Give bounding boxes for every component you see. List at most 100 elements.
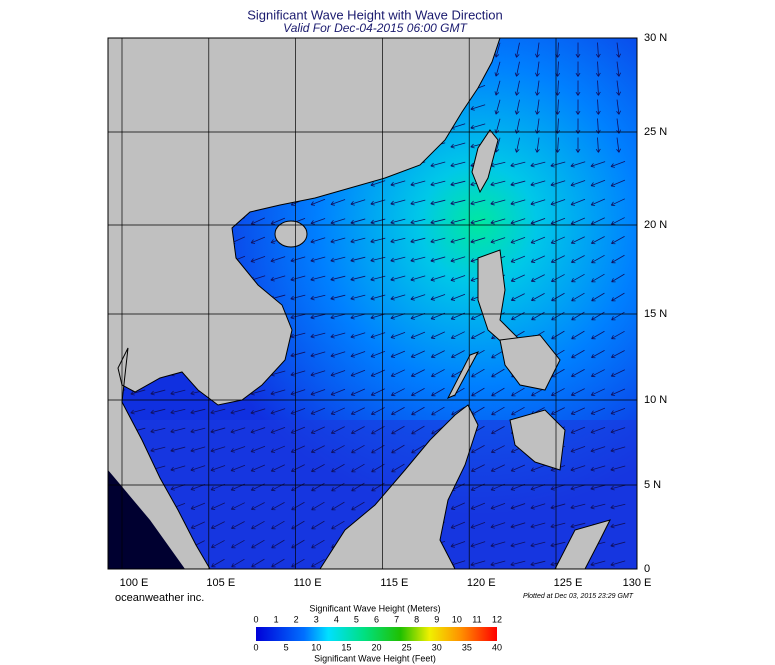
meters-tick: 8 <box>414 614 419 624</box>
arrow <box>330 426 345 435</box>
arrow <box>570 198 586 206</box>
arrow <box>514 61 520 77</box>
arrow <box>190 446 206 453</box>
arrow <box>290 389 306 396</box>
arrow <box>290 351 306 358</box>
arrow <box>291 539 305 549</box>
land-sumatra <box>108 470 185 569</box>
lat-label: 30 N <box>644 32 667 44</box>
arrow <box>510 541 526 548</box>
arrow <box>291 558 305 568</box>
arrow <box>410 199 426 206</box>
arrow <box>510 464 526 472</box>
arrow <box>230 427 246 434</box>
lat-label: 20 N <box>644 219 667 231</box>
arrow <box>310 332 326 339</box>
arrow <box>391 444 405 454</box>
arrow <box>390 313 406 320</box>
arrow <box>410 331 426 339</box>
arrow <box>450 237 466 244</box>
arrow <box>230 502 245 511</box>
feet-tick: 5 <box>284 642 289 652</box>
arrow <box>251 539 265 549</box>
arrow <box>290 370 306 377</box>
arrow <box>430 331 445 339</box>
arrow <box>271 558 285 568</box>
arrow <box>391 425 405 435</box>
colorbar-ticks: 0 1 2 3 4 5 6 7 8 9 10 11 120 5 10 15 20 25 30 35 40 <box>253 614 502 652</box>
arrow <box>470 522 486 529</box>
arrow <box>410 369 425 378</box>
arrow <box>330 332 346 339</box>
meters-tick: 9 <box>434 614 439 624</box>
arrow <box>230 464 246 472</box>
arrow <box>611 292 625 302</box>
arrow <box>290 464 305 473</box>
arrow <box>411 406 425 416</box>
arrow <box>511 406 525 416</box>
arrow <box>310 237 326 244</box>
meters-tick: 11 <box>472 614 481 624</box>
arrow <box>430 256 446 263</box>
feet-tick: 30 <box>432 642 442 652</box>
arrow <box>591 236 605 245</box>
arrow <box>450 256 466 263</box>
arrow <box>450 199 466 206</box>
arrow <box>430 161 446 168</box>
arrow <box>250 445 266 453</box>
arrow <box>471 387 485 397</box>
arrow <box>571 255 585 264</box>
arrow <box>470 218 486 225</box>
arrow <box>310 313 326 320</box>
graticule <box>108 38 637 569</box>
arrow <box>370 199 386 206</box>
arrow <box>530 161 546 168</box>
arrow <box>310 198 326 206</box>
arrow <box>290 294 306 301</box>
arrow <box>551 388 565 397</box>
credit: oceanweather inc. <box>115 592 204 604</box>
arrow <box>270 256 286 263</box>
arrow <box>571 369 585 378</box>
arrow <box>231 521 245 530</box>
arrow <box>510 560 526 567</box>
arrow <box>490 560 506 567</box>
arrow <box>550 217 566 225</box>
arrow <box>575 80 581 96</box>
arrow <box>511 387 525 397</box>
arrow <box>514 42 520 58</box>
feet-tick: 25 <box>402 642 412 652</box>
meters-tick: 0 <box>253 614 258 624</box>
meters-tick: 7 <box>394 614 399 624</box>
land-hainan <box>274 220 308 248</box>
arrow <box>431 369 445 378</box>
arrow <box>270 217 286 225</box>
arrow <box>590 407 606 415</box>
arrow <box>471 445 485 454</box>
arrow <box>410 350 425 358</box>
arrow <box>616 42 621 58</box>
arrow <box>330 237 346 244</box>
arrow <box>510 503 526 510</box>
arrow <box>431 387 445 397</box>
arrow <box>331 520 345 530</box>
arrow <box>491 368 505 378</box>
arrow <box>170 427 186 434</box>
arrow <box>590 388 605 396</box>
arrow <box>551 292 565 302</box>
arrow <box>590 484 606 491</box>
lat-label: 5 N <box>644 479 661 491</box>
arrow <box>350 351 366 358</box>
arrow <box>510 293 525 302</box>
arrow <box>494 80 501 96</box>
arrow <box>595 99 601 115</box>
land-palawan <box>446 351 480 400</box>
arrow <box>370 237 386 244</box>
arrow <box>590 369 605 378</box>
plotted-note: Plotted at Dec 03, 2015 23:29 GMT <box>523 593 634 600</box>
arrow <box>530 218 546 225</box>
arrow <box>350 199 366 206</box>
meters-tick: 6 <box>374 614 379 624</box>
feet-tick: 10 <box>311 642 321 652</box>
arrow <box>210 446 226 453</box>
